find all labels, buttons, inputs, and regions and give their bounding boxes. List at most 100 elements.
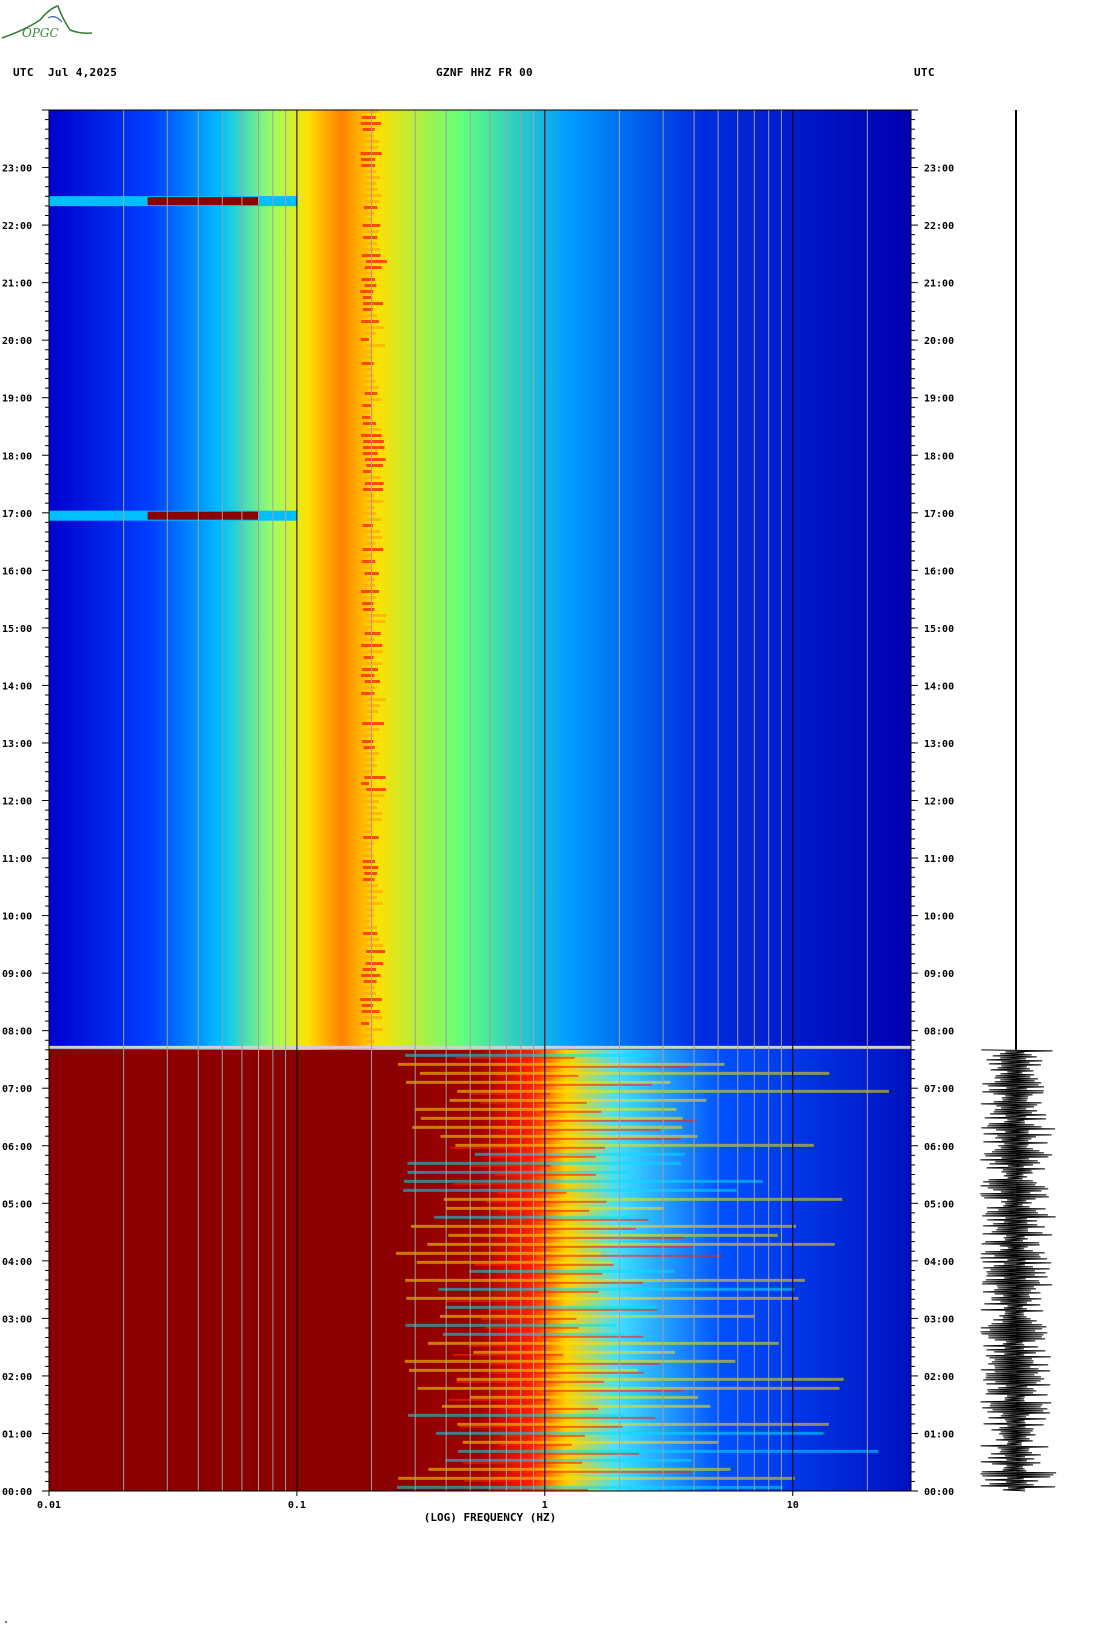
burst-streak (455, 1380, 604, 1383)
micro-speckle (364, 212, 375, 215)
micro-speckle (362, 128, 375, 131)
micro-speckle (362, 416, 371, 419)
micro-speckle (365, 332, 376, 335)
micro-speckle (364, 482, 384, 485)
micro-speckle (365, 428, 382, 431)
micro-speckle (364, 926, 378, 929)
micro-speckle (362, 602, 374, 605)
y-tick-label-left: 19:00 (2, 394, 32, 405)
burst-streak (499, 1209, 590, 1212)
burst-streak (481, 1317, 577, 1320)
y-tick-label-right: 21:00 (924, 279, 954, 290)
y-tick-label-left: 08:00 (2, 1027, 32, 1038)
micro-speckle (361, 956, 374, 959)
micro-speckle (364, 458, 386, 461)
spectrogram-image (49, 110, 911, 1491)
micro-speckle (360, 554, 371, 557)
micro-speckle (362, 422, 377, 425)
micro-speckle (360, 272, 373, 275)
micro-speckle (361, 974, 381, 977)
micro-speckle (361, 560, 376, 563)
micro-speckle (360, 410, 370, 413)
burst-streak (502, 1128, 660, 1131)
micro-speckle (361, 1004, 374, 1007)
burst-streak (456, 1377, 844, 1381)
y-tick-label-right: 10:00 (924, 912, 954, 923)
micro-speckle (362, 524, 374, 527)
burst-streak (526, 1281, 643, 1284)
micro-speckle (363, 608, 375, 611)
burst-streak (448, 1398, 550, 1401)
micro-speckle (363, 350, 372, 353)
micro-speckle (364, 392, 378, 395)
micro-speckle (362, 404, 372, 407)
burst-streak (526, 1272, 603, 1275)
burst-streak (463, 1479, 539, 1482)
y-tick-label-left: 13:00 (2, 739, 32, 750)
burst-streak (405, 1053, 652, 1057)
y-axis: 00:00 00:00 01:00 01:00 02:00 02:00 03:00 03:00… (2, 109, 954, 1498)
micro-speckle (364, 776, 386, 779)
burst-streak (536, 1236, 684, 1239)
y-tick-label-left: 07:00 (2, 1084, 32, 1095)
micro-speckle (365, 542, 376, 545)
burst-streak (462, 1440, 719, 1444)
opgc-logo: OPGC (0, 0, 95, 48)
y-tick-label-left: 11:00 (2, 854, 32, 865)
y-tick-label-right: 02:00 (924, 1372, 954, 1383)
micro-speckle (361, 116, 376, 119)
y-tick-label-left: 21:00 (2, 279, 32, 290)
micro-speckle (365, 536, 383, 539)
y-tick-label-left: 01:00 (2, 1429, 32, 1440)
y-tick-label-right: 16:00 (924, 566, 954, 577)
timezone-right-label: UTC (914, 66, 935, 79)
burst-streak (470, 1164, 551, 1167)
burst-streak (420, 1116, 683, 1120)
station-label: GZNF HHZ FR 00 (436, 66, 533, 79)
micro-speckle (364, 650, 383, 653)
burst-streak (474, 1152, 685, 1156)
micro-speckle (361, 584, 375, 587)
micro-speckle (365, 614, 387, 617)
y-tick-label-right: 07:00 (924, 1084, 954, 1095)
burst-streak (407, 1170, 631, 1174)
burst-streak (395, 1251, 601, 1255)
y-tick-label-right: 04:00 (924, 1257, 954, 1268)
burst-streak (397, 1062, 725, 1066)
micro-speckle (361, 884, 379, 887)
micro-speckle (365, 230, 379, 233)
footnote-mark: " (4, 1620, 9, 1628)
micro-speckle (360, 290, 374, 293)
burst-streak (528, 1452, 640, 1455)
y-tick-label-right: 22:00 (924, 221, 954, 232)
burst-streak (398, 1476, 795, 1480)
micro-speckle (363, 308, 373, 311)
upper-region (49, 110, 911, 1050)
burst-streak (469, 1395, 698, 1399)
burst-streak (427, 1341, 779, 1345)
micro-speckle (364, 398, 382, 401)
micro-speckle (362, 734, 374, 737)
burst-streak (412, 1125, 683, 1129)
micro-speckle (361, 248, 381, 251)
burst-streak (521, 1137, 682, 1140)
burst-streak (473, 1350, 675, 1354)
micro-speckle (364, 170, 377, 173)
micro-speckle (363, 182, 377, 185)
micro-speckle (365, 704, 380, 707)
micro-speckle (362, 488, 384, 491)
burst-streak (417, 1386, 840, 1390)
burst-streak (533, 1227, 636, 1230)
micro-speckle (360, 122, 381, 125)
burst-streak (428, 1467, 731, 1471)
burst-streak (487, 1371, 644, 1374)
burst-streak (544, 1119, 696, 1122)
y-tick-label-right: 09:00 (924, 969, 954, 980)
burst-streak (403, 1188, 737, 1192)
micro-speckle (360, 338, 369, 341)
y-tick-label-right: 08:00 (924, 1027, 954, 1038)
micro-speckle (364, 284, 377, 287)
burst-streak (408, 1368, 638, 1372)
micro-speckle (360, 842, 374, 845)
micro-speckle (362, 800, 379, 803)
